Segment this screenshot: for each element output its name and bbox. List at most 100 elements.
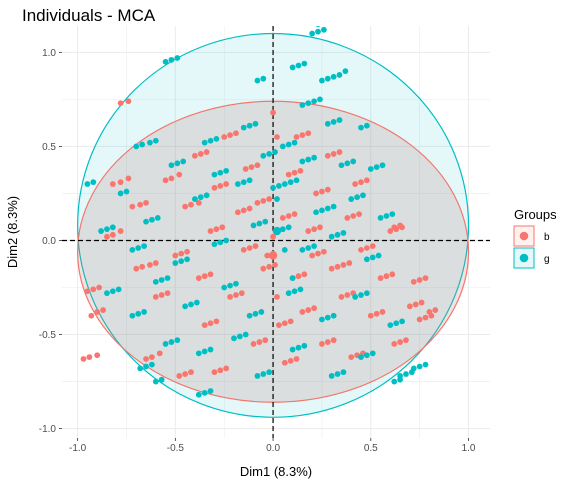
point-b [158,292,165,298]
point-b [129,203,136,210]
point-g [299,158,306,165]
point-g [254,373,261,379]
point-b [266,263,273,270]
point-b [311,226,318,233]
point-g [305,156,312,163]
point-b [348,354,355,361]
point-g [133,143,140,150]
point-b [156,350,163,357]
point-g [234,181,241,187]
point-g [279,226,286,233]
point-g [180,158,187,165]
point-b [422,275,429,281]
point-g [207,346,214,353]
point-g [334,231,341,238]
point-b [293,356,300,362]
point-g [416,363,423,370]
point-b [281,359,288,366]
point-b [125,175,132,182]
point-b [223,181,230,187]
point-g [367,166,374,172]
point-b [172,252,179,259]
point-b [315,250,321,257]
point-b [211,369,218,376]
point-b [383,273,390,280]
point-g [287,179,294,186]
point-b [227,132,233,139]
point-g [195,391,202,398]
point-g [387,322,394,329]
point-b [391,341,398,347]
point-b [86,354,93,361]
point-b [320,248,327,255]
tick-labels: -1.0 -0.5 0.0 0.5 1.0 -1.0 -0.5 0.0 0.5 1.0 [39,48,476,454]
x-tick-label: 0.0 [266,443,280,454]
point-g [201,139,208,146]
point-g [389,211,396,218]
point-g [135,310,142,317]
point-b [287,318,294,325]
point-g [375,252,382,259]
point-g [152,137,159,144]
point-g [252,310,259,317]
point-b [207,228,214,234]
point-g [330,312,337,319]
point-b [262,337,269,344]
point-g [270,184,276,191]
point-b [305,130,312,137]
point-g [274,196,280,202]
point-g [188,301,194,308]
point-b [233,130,239,137]
point-g [285,224,292,231]
point-g [195,350,202,357]
point-b [201,273,208,280]
point-b [94,352,101,359]
point-g [98,228,104,234]
point-g [348,196,355,202]
point-b [426,309,433,315]
point-b [125,98,132,105]
point-b [350,213,357,219]
point-g [143,363,149,370]
point-b [416,277,423,283]
point-g [289,275,296,281]
point-b [352,181,359,187]
point-g [315,26,321,28]
point-b [221,134,228,140]
point-g [256,220,263,227]
point-g [242,331,249,338]
point-g [158,376,165,383]
point-b [176,373,183,379]
point-g [391,378,398,385]
point-g [342,68,349,75]
point-g [305,245,312,251]
x-axis-title: Dim1 (8.3%) [240,464,312,479]
point-b [297,167,304,174]
y-tick-label: -0.5 [39,330,57,341]
point-g [158,277,165,283]
point-b [319,188,325,195]
point-b [117,228,124,234]
point-b [336,149,343,155]
point-g [319,316,325,323]
point-b [147,262,153,268]
point-b [311,305,318,312]
point-g [152,378,159,385]
point-b [358,246,364,253]
point-g [240,124,247,131]
point-b [143,199,149,206]
point-g [340,369,347,376]
point-b [379,309,386,315]
point-g [291,288,298,295]
point-g [410,365,417,372]
point-b [213,226,220,233]
point-b [211,184,218,191]
point-g [231,335,237,342]
point-b [330,337,337,344]
point-g [104,226,110,233]
point-g [260,152,267,159]
point-b [328,265,335,272]
point-g [295,344,302,351]
point-b [176,171,183,178]
